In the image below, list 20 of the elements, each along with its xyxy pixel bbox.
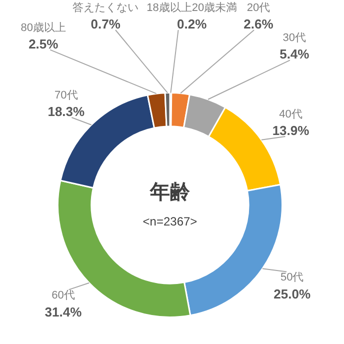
slice-label: 40代 [279,108,302,121]
data-label: 25.0% [274,286,311,302]
text: 年齢 [149,182,191,204]
text: <n=2367> [142,214,198,228]
data-label: 31.4% [44,304,82,320]
slice-label: 答えたくない [72,2,139,14]
slice-label: 70代 [54,90,78,102]
data-label: 0.2% [177,16,208,32]
data-label: 5.4% [280,46,310,62]
data-label: 18.3% [48,104,86,120]
slice-label: 60代 [52,290,75,302]
slice-label: 30代 [282,32,306,44]
slice-label: 18歳以上20歳未満 [146,1,238,14]
data-label: 2.6% [244,16,274,32]
data-label: 0.7% [90,16,121,32]
data-label: 13.9% [272,123,310,138]
data-label: 2.5% [28,36,59,52]
slice-label: 50代 [280,272,304,284]
slice-label: 20代 [246,2,270,14]
slice-label: 80歳以上 [20,20,66,34]
